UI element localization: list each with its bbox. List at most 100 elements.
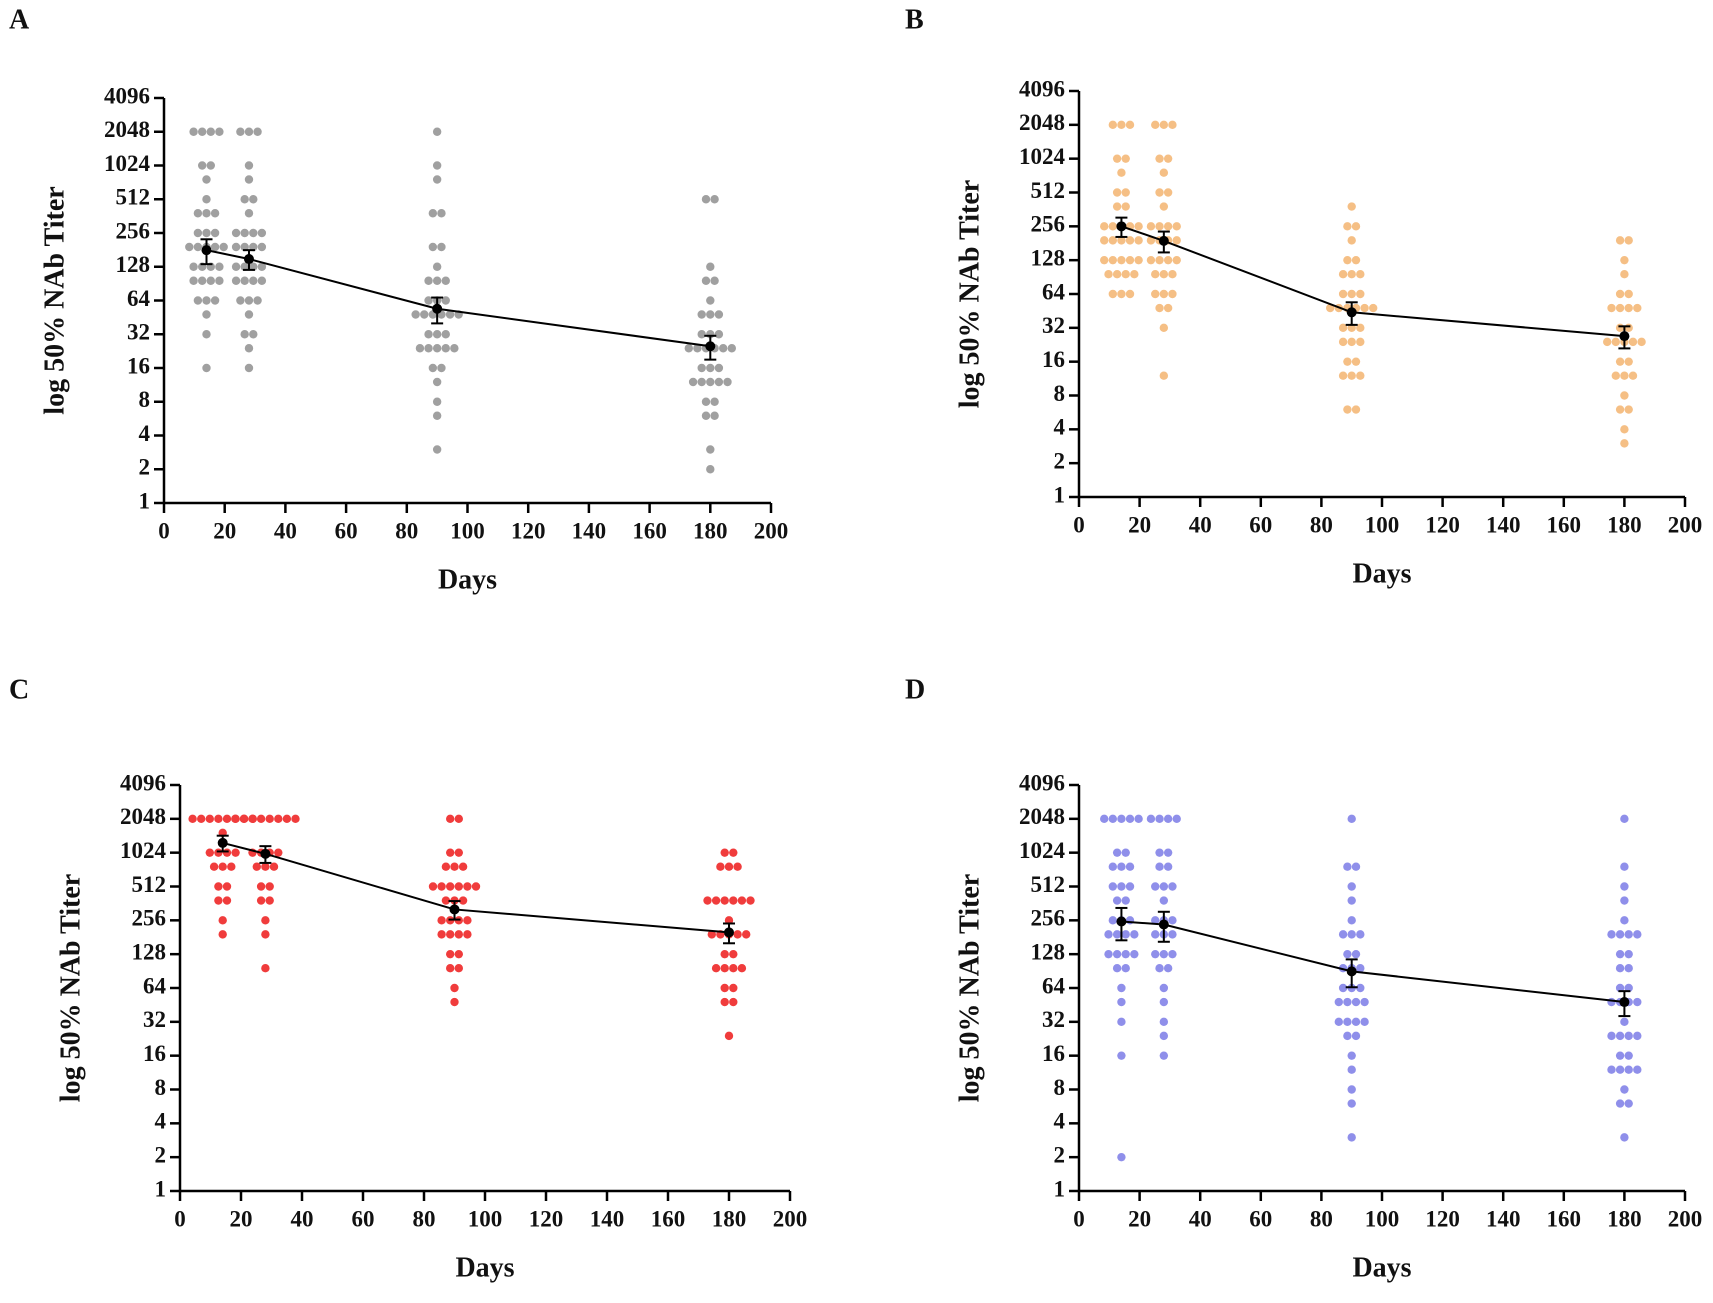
y-tick-label: 1024 xyxy=(120,838,167,863)
data-point xyxy=(706,310,715,319)
x-tick-label: 200 xyxy=(1668,1206,1703,1231)
data-point xyxy=(697,363,706,373)
data-point xyxy=(724,916,734,925)
data-point xyxy=(1100,814,1109,824)
data-point xyxy=(1624,1031,1633,1041)
data-point xyxy=(1121,930,1130,939)
y-tick-label: 512 xyxy=(116,185,151,210)
data-point xyxy=(1624,1065,1633,1074)
data-point xyxy=(446,949,455,959)
y-tick-label: 2 xyxy=(155,1142,167,1167)
data-point xyxy=(420,310,429,319)
data-point xyxy=(1624,323,1633,333)
data-point xyxy=(214,896,223,905)
x-tick-label: 0 xyxy=(1073,1206,1085,1231)
data-point xyxy=(428,209,438,218)
data-point xyxy=(1347,1085,1356,1094)
data-point xyxy=(206,276,215,285)
data-point xyxy=(1108,862,1118,871)
y-tick-label: 4096 xyxy=(104,83,150,108)
x-axis-label: Days xyxy=(1352,1252,1411,1283)
data-point xyxy=(1615,303,1625,313)
data-point xyxy=(1125,120,1135,130)
y-tick-label: 64 xyxy=(127,286,151,311)
data-point xyxy=(1624,1099,1633,1108)
data-point xyxy=(1607,303,1616,313)
data-point xyxy=(256,896,266,905)
data-point xyxy=(432,127,442,136)
x-axis-label: Days xyxy=(438,564,497,595)
mean-point xyxy=(1346,966,1357,977)
data-point xyxy=(711,964,721,973)
data-point xyxy=(222,848,232,857)
data-point xyxy=(265,814,274,824)
data-point xyxy=(1615,1051,1625,1060)
data-point xyxy=(240,262,249,271)
y-tick-label: 8 xyxy=(1054,381,1066,406)
y-tick-label: 16 xyxy=(143,1041,166,1066)
data-point xyxy=(437,209,446,218)
data-point xyxy=(729,983,738,993)
data-point xyxy=(1108,814,1118,824)
data-point xyxy=(432,377,442,387)
data-point xyxy=(432,175,442,184)
data-point xyxy=(1163,222,1173,231)
data-point xyxy=(1603,337,1612,347)
data-point xyxy=(701,195,711,204)
data-point xyxy=(1343,862,1352,871)
data-point xyxy=(703,896,712,905)
data-point xyxy=(1151,916,1160,925)
x-tick-label: 100 xyxy=(1365,1206,1400,1231)
y-tick-label: 64 xyxy=(143,973,167,998)
data-point xyxy=(261,862,270,871)
data-point xyxy=(1168,930,1177,939)
data-point xyxy=(424,296,433,305)
data-point xyxy=(450,344,459,353)
data-point xyxy=(428,242,438,252)
data-point xyxy=(1159,1017,1169,1027)
mean-point xyxy=(705,341,716,352)
data-point xyxy=(1620,270,1629,279)
data-point xyxy=(1134,255,1143,265)
x-tick-label: 100 xyxy=(450,518,485,543)
data-point xyxy=(446,848,455,857)
data-point xyxy=(697,377,706,387)
data-point xyxy=(1356,337,1365,347)
data-point xyxy=(197,276,207,285)
mean-point xyxy=(243,254,254,265)
data-point xyxy=(282,814,292,824)
data-point xyxy=(1343,949,1352,959)
data-point xyxy=(688,377,698,387)
mean-point xyxy=(260,848,271,859)
data-point xyxy=(437,363,446,373)
data-point xyxy=(1343,997,1352,1007)
data-point xyxy=(733,862,742,871)
data-point xyxy=(1159,371,1169,380)
data-point xyxy=(1347,1051,1356,1060)
data-point xyxy=(1615,357,1625,366)
x-tick-label: 160 xyxy=(651,1206,686,1231)
data-point xyxy=(210,228,220,238)
data-point xyxy=(706,465,715,474)
data-point xyxy=(746,896,755,905)
data-point xyxy=(1112,188,1122,197)
data-point xyxy=(215,276,224,285)
data-point xyxy=(193,296,203,305)
data-point xyxy=(1159,1051,1169,1060)
mean-point xyxy=(1116,916,1127,927)
mean-point xyxy=(432,303,443,314)
x-tick-label: 180 xyxy=(693,518,728,543)
data-point xyxy=(697,330,706,339)
data-point xyxy=(1620,1017,1629,1027)
y-tick-label: 128 xyxy=(1031,245,1066,270)
data-point xyxy=(188,814,197,824)
data-point xyxy=(733,930,742,939)
mean-point xyxy=(724,927,734,938)
y-tick-label: 8 xyxy=(155,1075,167,1100)
x-tick-label: 0 xyxy=(174,1206,186,1231)
panel-label: C xyxy=(9,674,29,705)
data-point xyxy=(437,930,446,939)
data-point xyxy=(1615,405,1625,414)
data-point xyxy=(244,161,254,170)
data-point xyxy=(1615,964,1625,973)
